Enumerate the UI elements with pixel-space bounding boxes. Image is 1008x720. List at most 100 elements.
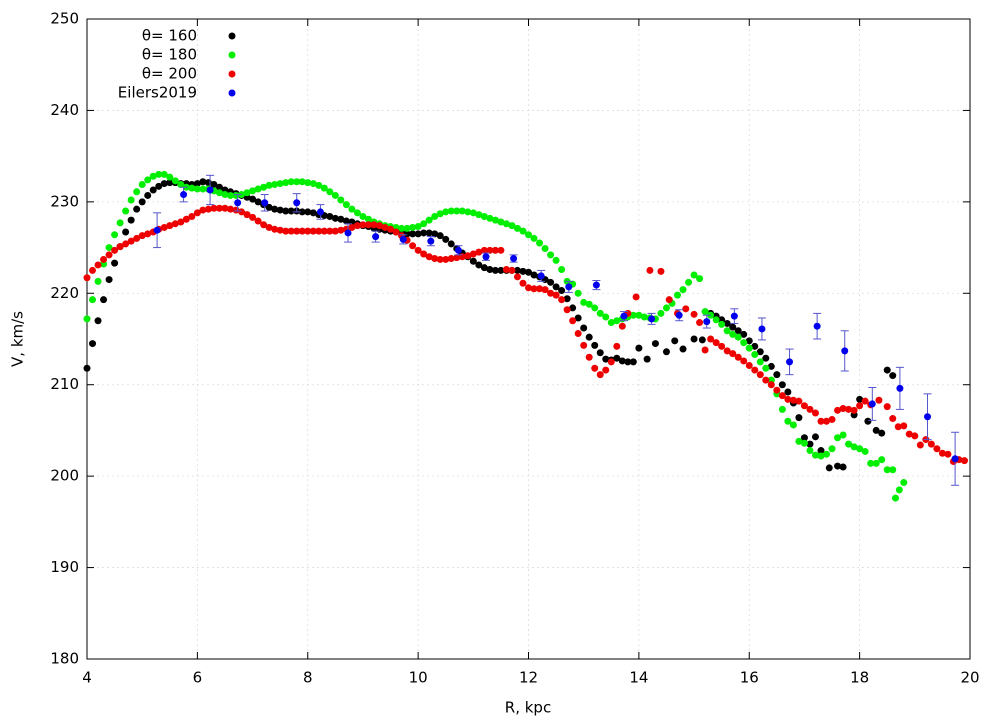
point: [927, 440, 935, 448]
point: [105, 251, 113, 259]
point: [144, 191, 152, 199]
legend-marker: [228, 32, 236, 40]
point: [381, 223, 389, 231]
point: [894, 423, 902, 431]
point: [629, 311, 637, 319]
point: [149, 172, 157, 180]
point: [701, 346, 709, 354]
point: [204, 205, 212, 213]
point: [337, 215, 345, 223]
point: [682, 305, 690, 313]
point: [420, 220, 428, 228]
point: [271, 205, 279, 213]
point: [685, 278, 693, 286]
point: [643, 355, 651, 363]
point: [304, 208, 312, 216]
point: [469, 257, 477, 265]
point: [778, 381, 786, 389]
point: [675, 311, 683, 319]
point: [226, 191, 234, 199]
point: [166, 173, 174, 181]
point: [293, 227, 301, 235]
point: [83, 274, 91, 282]
point: [298, 208, 306, 216]
point: [657, 309, 665, 317]
point: [613, 354, 621, 362]
point: [89, 296, 97, 304]
point: [839, 463, 847, 471]
point: [111, 246, 119, 254]
point: [662, 304, 670, 312]
x-tick-label: 10: [409, 669, 428, 687]
point: [729, 323, 737, 331]
point: [425, 216, 433, 224]
point: [127, 196, 135, 204]
point: [155, 182, 163, 190]
point: [530, 285, 538, 293]
point: [657, 267, 665, 275]
point: [889, 372, 897, 380]
point: [94, 277, 102, 285]
point: [215, 204, 223, 212]
point: [337, 196, 345, 204]
point: [83, 315, 91, 323]
point: [458, 207, 466, 215]
point: [558, 287, 566, 295]
point: [536, 285, 544, 293]
legend-label: θ= 200: [142, 65, 197, 83]
point: [464, 208, 472, 216]
point: [166, 179, 174, 187]
point: [574, 330, 582, 338]
point: [817, 447, 825, 455]
point: [547, 278, 555, 286]
point: [861, 397, 869, 405]
point: [701, 308, 709, 316]
point: [315, 227, 323, 235]
point: [94, 317, 102, 325]
point: [133, 205, 141, 213]
point: [122, 228, 130, 236]
point: [740, 330, 748, 338]
point: [409, 242, 417, 250]
point: [823, 417, 831, 425]
point: [712, 316, 720, 324]
point: [916, 441, 924, 449]
point: [282, 227, 290, 235]
point: [420, 229, 428, 237]
point: [309, 180, 317, 188]
point: [541, 286, 549, 294]
legend-marker: [228, 51, 236, 59]
y-tick-label: 230: [50, 192, 79, 210]
point: [464, 252, 472, 260]
point: [850, 406, 858, 414]
point: [552, 256, 560, 264]
point: [282, 207, 290, 215]
point: [592, 281, 600, 289]
point: [276, 226, 284, 234]
point: [806, 447, 814, 455]
point: [171, 177, 179, 185]
x-tick-label: 8: [303, 669, 313, 687]
point: [293, 199, 301, 207]
point: [243, 211, 251, 219]
point: [841, 347, 849, 355]
point: [789, 421, 797, 429]
point: [353, 222, 361, 230]
point: [905, 430, 913, 438]
point: [480, 246, 488, 254]
point: [698, 336, 706, 344]
legend-label: θ= 160: [142, 27, 197, 45]
point: [436, 232, 444, 240]
point: [651, 340, 659, 348]
point: [762, 354, 770, 362]
point: [454, 246, 462, 254]
point: [828, 415, 836, 423]
point: [372, 233, 380, 241]
y-axis-label: V, km/s: [9, 311, 27, 367]
point: [883, 403, 891, 411]
point: [375, 222, 383, 230]
point: [839, 404, 847, 412]
point: [431, 212, 439, 220]
point: [552, 291, 560, 299]
point: [193, 185, 201, 193]
